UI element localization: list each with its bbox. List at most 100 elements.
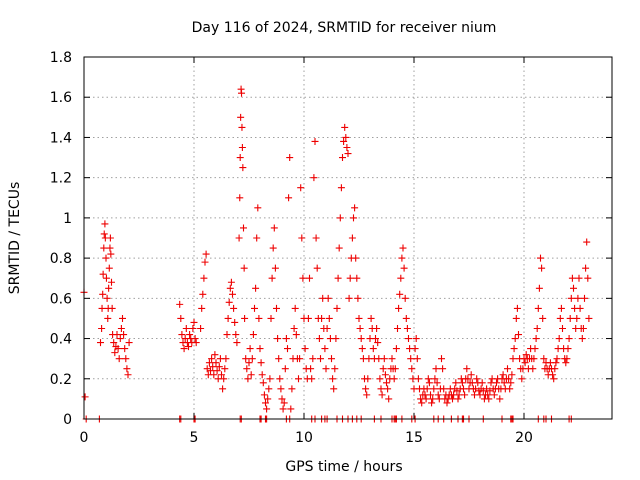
- data-point: [260, 391, 268, 399]
- data-point: [312, 234, 320, 242]
- data-point: [461, 391, 469, 399]
- data-point: [431, 375, 439, 383]
- data-point: [209, 363, 217, 371]
- data-point: [531, 345, 539, 353]
- data-points: [80, 85, 593, 423]
- data-point: [566, 314, 574, 322]
- data-point: [422, 395, 430, 403]
- data-point: [262, 399, 269, 407]
- data-point: [538, 264, 546, 272]
- data-point: [279, 405, 287, 413]
- data-point: [384, 385, 392, 393]
- data-point: [101, 220, 109, 228]
- data-point: [345, 294, 353, 302]
- data-point: [575, 274, 583, 282]
- data-point: [249, 331, 257, 339]
- data-point: [311, 137, 319, 145]
- data-point: [124, 371, 132, 379]
- y-tick-label: 0.6: [50, 291, 72, 307]
- data-point: [576, 304, 584, 312]
- data-point: [428, 399, 436, 407]
- data-point: [177, 314, 185, 322]
- data-point: [256, 345, 264, 353]
- data-point: [358, 345, 366, 353]
- data-point: [123, 365, 131, 373]
- data-point: [478, 379, 486, 387]
- grid: [84, 57, 612, 419]
- data-point: [240, 264, 248, 272]
- data-point: [582, 264, 590, 272]
- data-point: [399, 244, 407, 252]
- data-point: [201, 258, 209, 266]
- data-point: [263, 405, 271, 413]
- data-point: [331, 365, 339, 373]
- data-point: [210, 371, 218, 379]
- data-point: [229, 290, 236, 298]
- data-point: [200, 274, 208, 282]
- data-point: [310, 174, 318, 182]
- data-point: [408, 365, 416, 373]
- data-point: [337, 184, 345, 192]
- data-point: [533, 325, 541, 332]
- y-tick-label: 1.4: [50, 130, 72, 146]
- data-point: [313, 264, 321, 272]
- data-point: [268, 274, 276, 282]
- data-point: [281, 365, 289, 373]
- data-point: [322, 365, 330, 373]
- data-point: [242, 355, 250, 363]
- data-point: [267, 314, 275, 322]
- data-point: [197, 325, 205, 332]
- data-point: [530, 355, 538, 363]
- data-point: [458, 379, 466, 387]
- data-point: [295, 375, 302, 383]
- data-point: [230, 304, 238, 312]
- data-point: [186, 331, 194, 339]
- data-point: [198, 304, 206, 312]
- data-point: [454, 395, 462, 403]
- data-point: [100, 230, 108, 238]
- data-point: [565, 335, 573, 343]
- data-point: [97, 339, 104, 347]
- data-point: [429, 395, 437, 403]
- data-point: [318, 314, 326, 322]
- data-point: [557, 304, 565, 312]
- data-point: [205, 359, 213, 367]
- data-point: [559, 325, 566, 332]
- data-point: [532, 335, 540, 343]
- data-point: [278, 395, 286, 403]
- data-point: [265, 385, 273, 393]
- data-point: [583, 238, 591, 246]
- data-point: [550, 375, 558, 383]
- data-point: [506, 385, 514, 393]
- data-point: [99, 290, 107, 298]
- y-axis-label: SRMTID / TECUs: [7, 182, 23, 295]
- data-point: [534, 304, 542, 312]
- data-point: [180, 345, 188, 353]
- data-point: [355, 314, 363, 322]
- data-point: [385, 395, 393, 403]
- data-point: [335, 244, 343, 252]
- data-point: [510, 345, 518, 353]
- x-tick-label: 20: [515, 430, 533, 446]
- data-point: [102, 254, 110, 262]
- data-point: [233, 339, 241, 347]
- data-point: [452, 379, 460, 387]
- data-point: [443, 399, 451, 407]
- data-point: [380, 355, 388, 363]
- data-point: [396, 290, 404, 298]
- data-point: [564, 345, 572, 353]
- data-point: [226, 284, 234, 292]
- data-point: [353, 274, 361, 282]
- y-tick-label: 1: [63, 211, 72, 227]
- data-point: [218, 371, 225, 379]
- data-point: [500, 379, 508, 387]
- data-point: [505, 375, 513, 383]
- data-point: [105, 284, 113, 292]
- data-point: [176, 300, 184, 308]
- data-point: [369, 345, 377, 353]
- data-point: [113, 331, 121, 339]
- data-point: [413, 355, 421, 363]
- data-point: [334, 274, 342, 282]
- data-point: [394, 325, 401, 332]
